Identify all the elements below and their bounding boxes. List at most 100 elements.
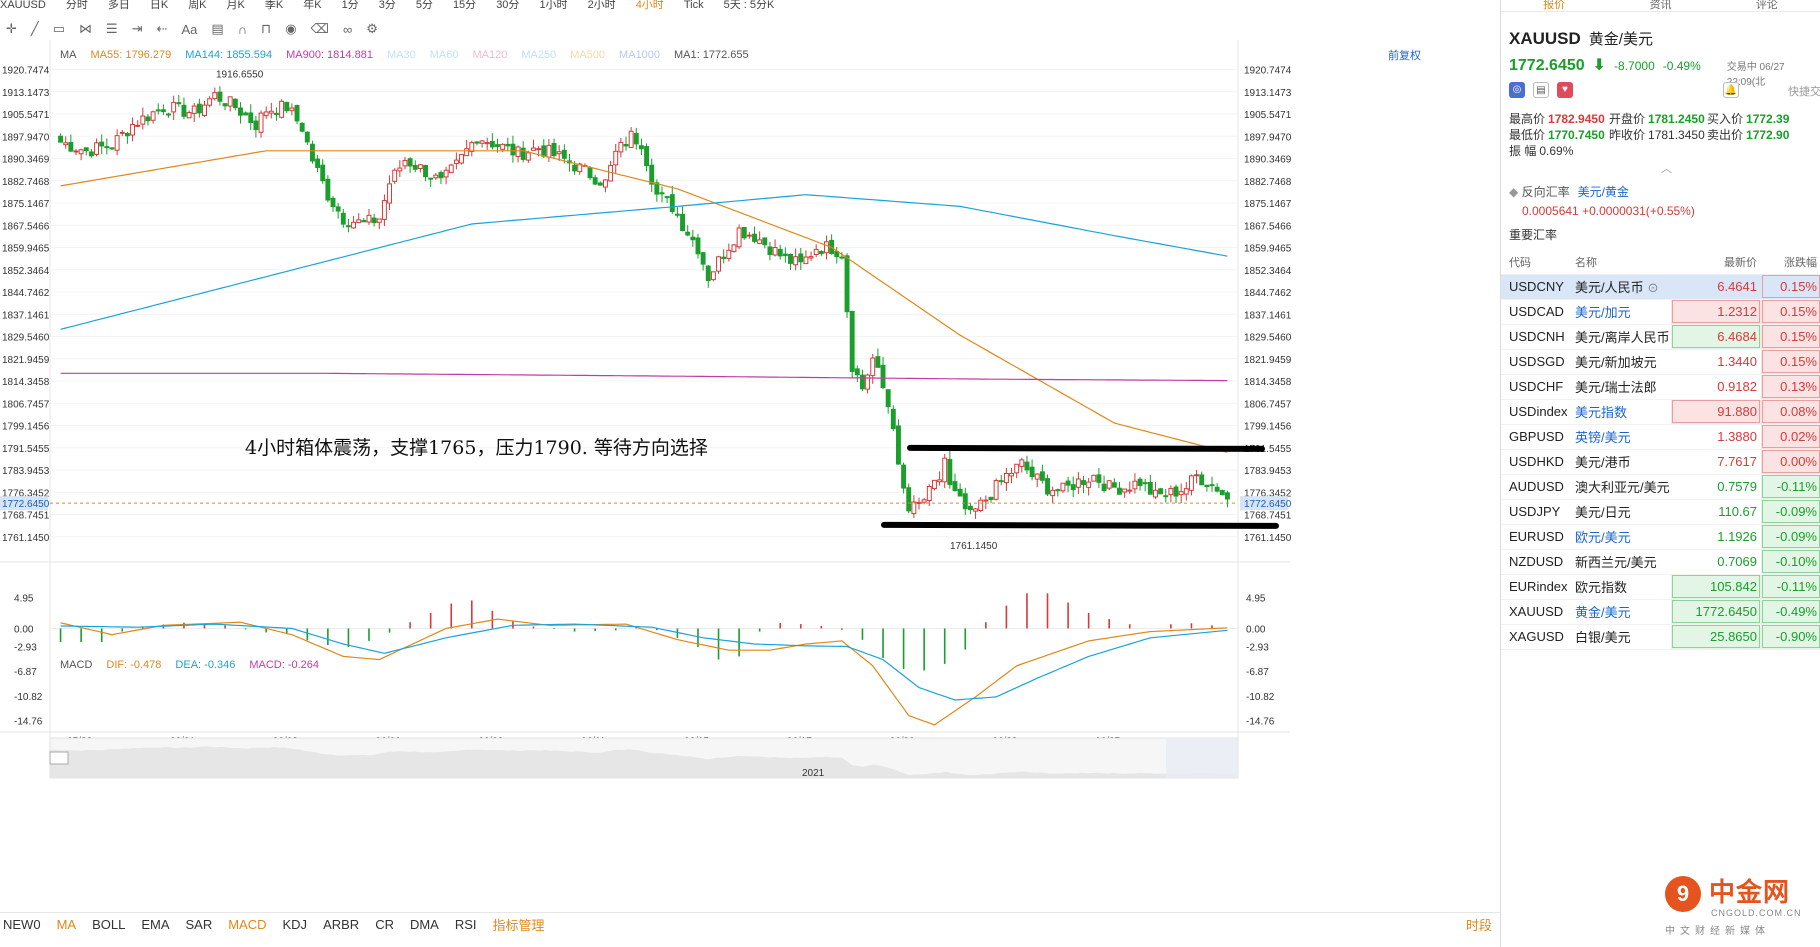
ma-legend-item[interactable]: MA1000: [619, 49, 661, 61]
fx-row[interactable]: USDCNY 美元/人民币 ⊙ 6.4641 0.15%: [1501, 274, 1820, 300]
period-17[interactable]: 5天 : 5分K: [723, 0, 775, 11]
fx-header-cell[interactable]: 最新价: [1671, 250, 1761, 275]
fx-row[interactable]: GBPUSD 英镑/美元 1.3880 0.02%: [1501, 424, 1820, 450]
resistance-line[interactable]: [907, 444, 1265, 452]
navigator-handle[interactable]: [49, 751, 69, 765]
period-3[interactable]: 日K: [149, 0, 169, 11]
indicator-macd[interactable]: MACD: [228, 917, 267, 932]
period-2[interactable]: 多日: [107, 0, 130, 11]
globe-icon[interactable]: ◎: [1509, 82, 1525, 98]
period-15[interactable]: 4小时: [635, 0, 664, 11]
fx-row[interactable]: AUDUSD 澳大利亚元/美元 0.7579 -0.11%: [1501, 474, 1820, 500]
arrow-tool-icon[interactable]: ⇠: [156, 21, 168, 36]
indicator-dma[interactable]: DMA: [409, 917, 439, 932]
ma-legend-item[interactable]: MA144: 1855.594: [185, 49, 273, 61]
ma-legend-item[interactable]: MA500: [570, 49, 606, 61]
period-13[interactable]: 1小时: [539, 0, 568, 11]
text-tool-icon[interactable]: Aa: [181, 21, 198, 37]
link-tool-icon[interactable]: ∞: [342, 21, 353, 37]
inverse-pair[interactable]: 美元/黄金: [1577, 185, 1629, 199]
macd-legend-item[interactable]: DIF: -0.478: [106, 659, 162, 671]
indicator-sar[interactable]: SAR: [185, 917, 213, 932]
period-11[interactable]: 15分: [452, 0, 477, 11]
favorite-icon[interactable]: ♥: [1557, 82, 1573, 98]
fx-name-text[interactable]: 英镑/美元: [1575, 430, 1631, 445]
collapse-icon[interactable]: ︿: [1661, 163, 1672, 175]
fx-name-text[interactable]: 黄金/美元: [1575, 605, 1631, 620]
fx-name-text[interactable]: 欧元/美元: [1575, 530, 1631, 545]
fx-row[interactable]: USDCNH 美元/离岸人民币 6.4684 0.15%: [1501, 324, 1820, 350]
price-chart[interactable]: 1920.7474 1920.7474 1913.1473 1913.1473 1905…: [0, 40, 1500, 912]
eye-tool-icon[interactable]: ◉: [285, 21, 297, 36]
navigator-window[interactable]: [1166, 738, 1238, 778]
indicator-ema[interactable]: EMA: [141, 917, 170, 932]
macd-legend-name[interactable]: MACD: [60, 659, 93, 671]
delete-tool-icon[interactable]: ⌫: [310, 21, 329, 36]
ma-legend-item[interactable]: MA1: 1772.655: [674, 49, 749, 61]
period-9[interactable]: 3分: [378, 0, 396, 11]
fx-row[interactable]: EURUSD 欧元/美元 1.1926 -0.09%: [1501, 524, 1820, 550]
indicator-ma[interactable]: MA: [56, 917, 77, 932]
fx-row[interactable]: NZDUSD 新西兰元/美元 0.7069 -0.10%: [1501, 549, 1820, 575]
ma-legend-item[interactable]: MA900: 1814.881: [286, 49, 373, 61]
period-12[interactable]: 30分: [496, 0, 520, 11]
macd-legend-item[interactable]: MACD: -0.264: [249, 659, 320, 671]
period-1[interactable]: 分时: [65, 0, 88, 11]
fx-name[interactable]: 美元指数: [1567, 399, 1671, 425]
fx-header-cell[interactable]: 代码: [1501, 250, 1567, 275]
indicator-new0[interactable]: NEW0: [3, 917, 41, 932]
fx-row[interactable]: XAGUSD 白银/美元 25.8650 -0.90%: [1501, 624, 1820, 650]
target-icon[interactable]: ⊙: [1647, 280, 1659, 295]
alert-icon[interactable]: 🔔: [1723, 82, 1739, 98]
period-16[interactable]: Tick: [683, 0, 704, 11]
channel-tool-icon[interactable]: ☰: [106, 21, 118, 36]
fx-row[interactable]: XAUUSD 黄金/美元 1772.6450 -0.49%: [1501, 599, 1820, 625]
period-7[interactable]: 年K: [303, 0, 322, 11]
ma-legend-item[interactable]: MA30: [386, 49, 416, 61]
indicator-kdj[interactable]: KDJ: [282, 917, 308, 932]
period-0[interactable]: XAUUSD: [0, 0, 46, 11]
analysis-annotation[interactable]: 4小时箱体震荡，支撑1765，压力1790. 等待方向选择: [245, 437, 708, 459]
indicator-manage-button[interactable]: 指标管理: [492, 918, 545, 933]
fx-row[interactable]: USDSGD 美元/新加坡元 1.3440 0.15%: [1501, 349, 1820, 375]
fx-row[interactable]: EURindex 欧元指数 105.842 -0.11%: [1501, 574, 1820, 600]
fx-row[interactable]: USDindex 美元指数 91.880 0.08%: [1501, 399, 1820, 425]
fx-header-cell[interactable]: 涨跌幅: [1761, 250, 1820, 275]
chart-area[interactable]: 1920.7474 1920.7474 1913.1473 1913.1473 1905…: [0, 40, 1500, 900]
macd-legend-item[interactable]: DEA: -0.346: [175, 659, 236, 671]
quick-trade-link[interactable]: 快捷交: [1788, 86, 1820, 98]
note-tool-icon[interactable]: ▤: [211, 21, 224, 36]
fib-tool-icon[interactable]: ⋈: [79, 21, 93, 36]
indicator-arbr[interactable]: ARBR: [323, 917, 360, 932]
period-10[interactable]: 5分: [415, 0, 433, 11]
measure-tool-icon[interactable]: ⇥: [131, 21, 143, 36]
indicator-cr[interactable]: CR: [375, 917, 394, 932]
rect-tool-icon[interactable]: ▭: [52, 21, 66, 36]
fx-name[interactable]: 美元/加元: [1567, 299, 1671, 325]
fx-name[interactable]: 欧元/美元: [1567, 524, 1671, 550]
period-4[interactable]: 周K: [188, 0, 207, 11]
ma-legend-item[interactable]: MA60: [429, 49, 459, 61]
timeshare-button[interactable]: 时段: [1465, 918, 1492, 933]
period-14[interactable]: 2小时: [587, 0, 616, 11]
ma-legend-item[interactable]: MA55: 1796.279: [90, 49, 172, 61]
period-5[interactable]: 月K: [226, 0, 245, 11]
fx-row[interactable]: USDHKD 美元/港币 7.7617 0.00%: [1501, 449, 1820, 475]
fx-name-text[interactable]: 美元/加元: [1575, 305, 1631, 320]
ma-legend-item[interactable]: MA250: [521, 49, 557, 61]
fx-name[interactable]: 黄金/美元: [1567, 599, 1671, 625]
fx-name-text[interactable]: 美元指数: [1575, 405, 1628, 420]
adjust-toggle[interactable]: 前复权: [1388, 50, 1421, 62]
crosshair-icon[interactable]: ✛: [6, 21, 17, 36]
ma-legend-name[interactable]: MA: [60, 49, 77, 61]
quote-tab-0[interactable]: 报价: [1543, 0, 1566, 11]
settings-tool-icon[interactable]: ⚙: [366, 21, 378, 36]
quote-tab-2[interactable]: 评论: [1755, 0, 1778, 11]
period-6[interactable]: 季K: [264, 0, 284, 11]
fx-row[interactable]: USDCAD 美元/加元 1.2312 0.15%: [1501, 299, 1820, 325]
doc-icon[interactable]: ▤: [1533, 82, 1549, 98]
indicator-boll[interactable]: BOLL: [92, 917, 126, 932]
period-8[interactable]: 1分: [341, 0, 359, 11]
indicator-rsi[interactable]: RSI: [454, 917, 477, 932]
fx-row[interactable]: USDJPY 美元/日元 110.67 -0.09%: [1501, 499, 1820, 525]
